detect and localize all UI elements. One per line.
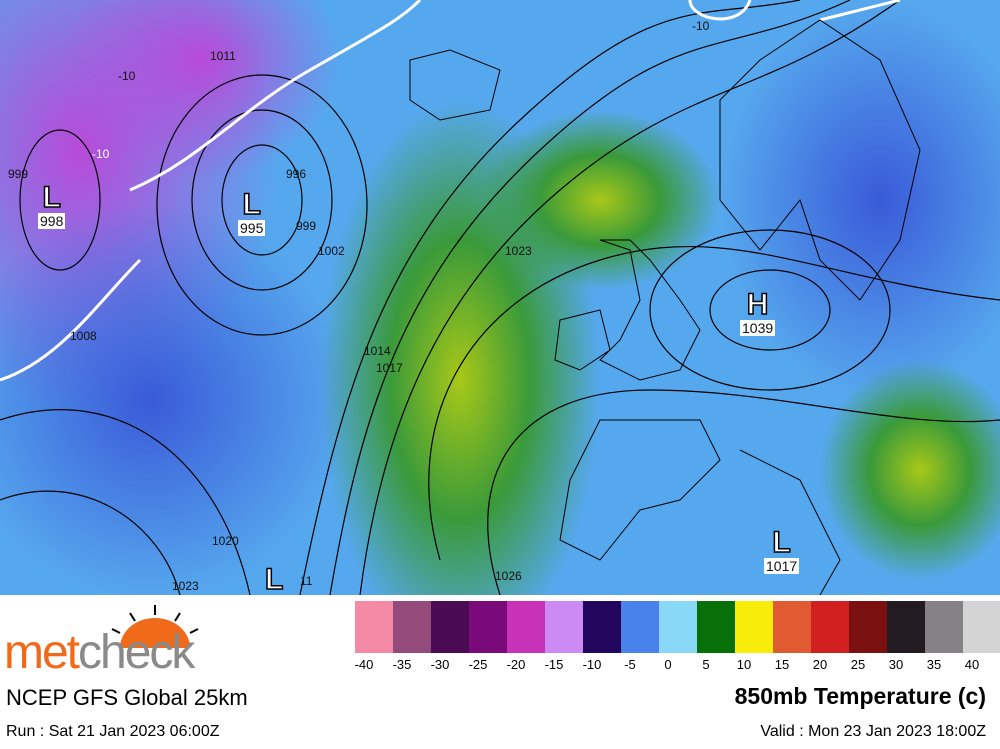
metcheck-logo: metcheck (4, 626, 195, 679)
isobar-label: 1026 (495, 569, 522, 583)
low-pressure-system: L 1017 (764, 526, 800, 574)
run-time: Run : Sat 21 Jan 2023 06:00Z (6, 723, 220, 740)
model-name: NCEP GFS Global 25km (6, 685, 248, 710)
temperature-field: 1011 -10 -10 -10 999 996 999 1002 1008 1… (0, 0, 1000, 595)
legend-label: 10 (736, 657, 752, 672)
legend-label: 15 (774, 657, 790, 672)
isobar-label: 1002 (318, 244, 345, 258)
isobar-label: -10 (118, 69, 136, 83)
legend-label: 20 (812, 657, 828, 672)
legend-label: -25 (468, 657, 488, 672)
legend-swatch (735, 601, 773, 653)
legend-label: -40 (354, 657, 374, 672)
legend-label: -15 (544, 657, 564, 672)
isobar-label: 999 (8, 167, 28, 181)
legend-label: 35 (926, 657, 942, 672)
legend-swatch (469, 601, 507, 653)
isobar-label: 1020 (212, 534, 239, 548)
legend-swatch (659, 601, 697, 653)
legend-swatch (887, 601, 925, 653)
legend-label: 5 (702, 657, 710, 672)
legend-label: 30 (888, 657, 904, 672)
legend-swatch (507, 601, 545, 653)
legend-label: -10 (582, 657, 602, 672)
legend-label: 40 (964, 657, 980, 672)
isobar-label: 1023 (172, 579, 199, 593)
legend-swatch (355, 601, 393, 653)
legend-swatch (431, 601, 469, 653)
color-legend (355, 601, 1000, 653)
legend-label: -35 (392, 657, 412, 672)
legend-swatch (621, 601, 659, 653)
sun-logo-icon (111, 605, 199, 648)
isobar-label: 1014 (364, 344, 391, 358)
isobar-label: 1023 (505, 244, 532, 258)
legend-label: -30 (430, 657, 450, 672)
isobar-label: 1017 (376, 361, 403, 375)
isobar-label: -10 (92, 147, 110, 161)
footer-panel: metcheck -40 -35 -30 -25 -20 -15 -10 -5 0 5 10 15 20… (0, 595, 1000, 749)
valid-time: Valid : Mon 23 Jan 2023 18:00Z (760, 723, 986, 740)
high-pressure-system: H 1039 (740, 288, 776, 336)
legend-swatch (773, 601, 811, 653)
legend-ticks: -40 -35 -30 -25 -20 -15 -10 -5 0 5 10 15 20 25 30 35 40 (355, 657, 1000, 672)
isobar-label: 999 (296, 219, 316, 233)
low-pressure-system: L 995 (238, 188, 266, 236)
chart-title: 850mb Temperature (c) (734, 683, 986, 709)
legend-swatch (583, 601, 621, 653)
weather-map: 1011 -10 -10 -10 999 996 999 1002 1008 1… (0, 0, 1000, 595)
legend-swatch (393, 601, 431, 653)
legend-swatch (963, 601, 1000, 653)
isobar-label: 1008 (70, 329, 97, 343)
isobar-label: 1011 (210, 49, 236, 63)
legend-swatch (545, 601, 583, 653)
legend-swatch (925, 601, 963, 653)
legend-swatch (849, 601, 887, 653)
low-pressure-system: L (264, 563, 284, 595)
isobar-label: -10 (692, 19, 710, 33)
legend-swatch (811, 601, 849, 653)
low-pressure-system: L 998 (38, 181, 66, 229)
legend-label: -5 (624, 657, 636, 672)
isobar-label: 996 (286, 167, 306, 181)
isobar-label: 11 (300, 574, 313, 588)
legend-swatch (697, 601, 735, 653)
legend-label: 0 (664, 657, 672, 672)
legend-label: 25 (850, 657, 866, 672)
legend-label: -20 (506, 657, 526, 672)
